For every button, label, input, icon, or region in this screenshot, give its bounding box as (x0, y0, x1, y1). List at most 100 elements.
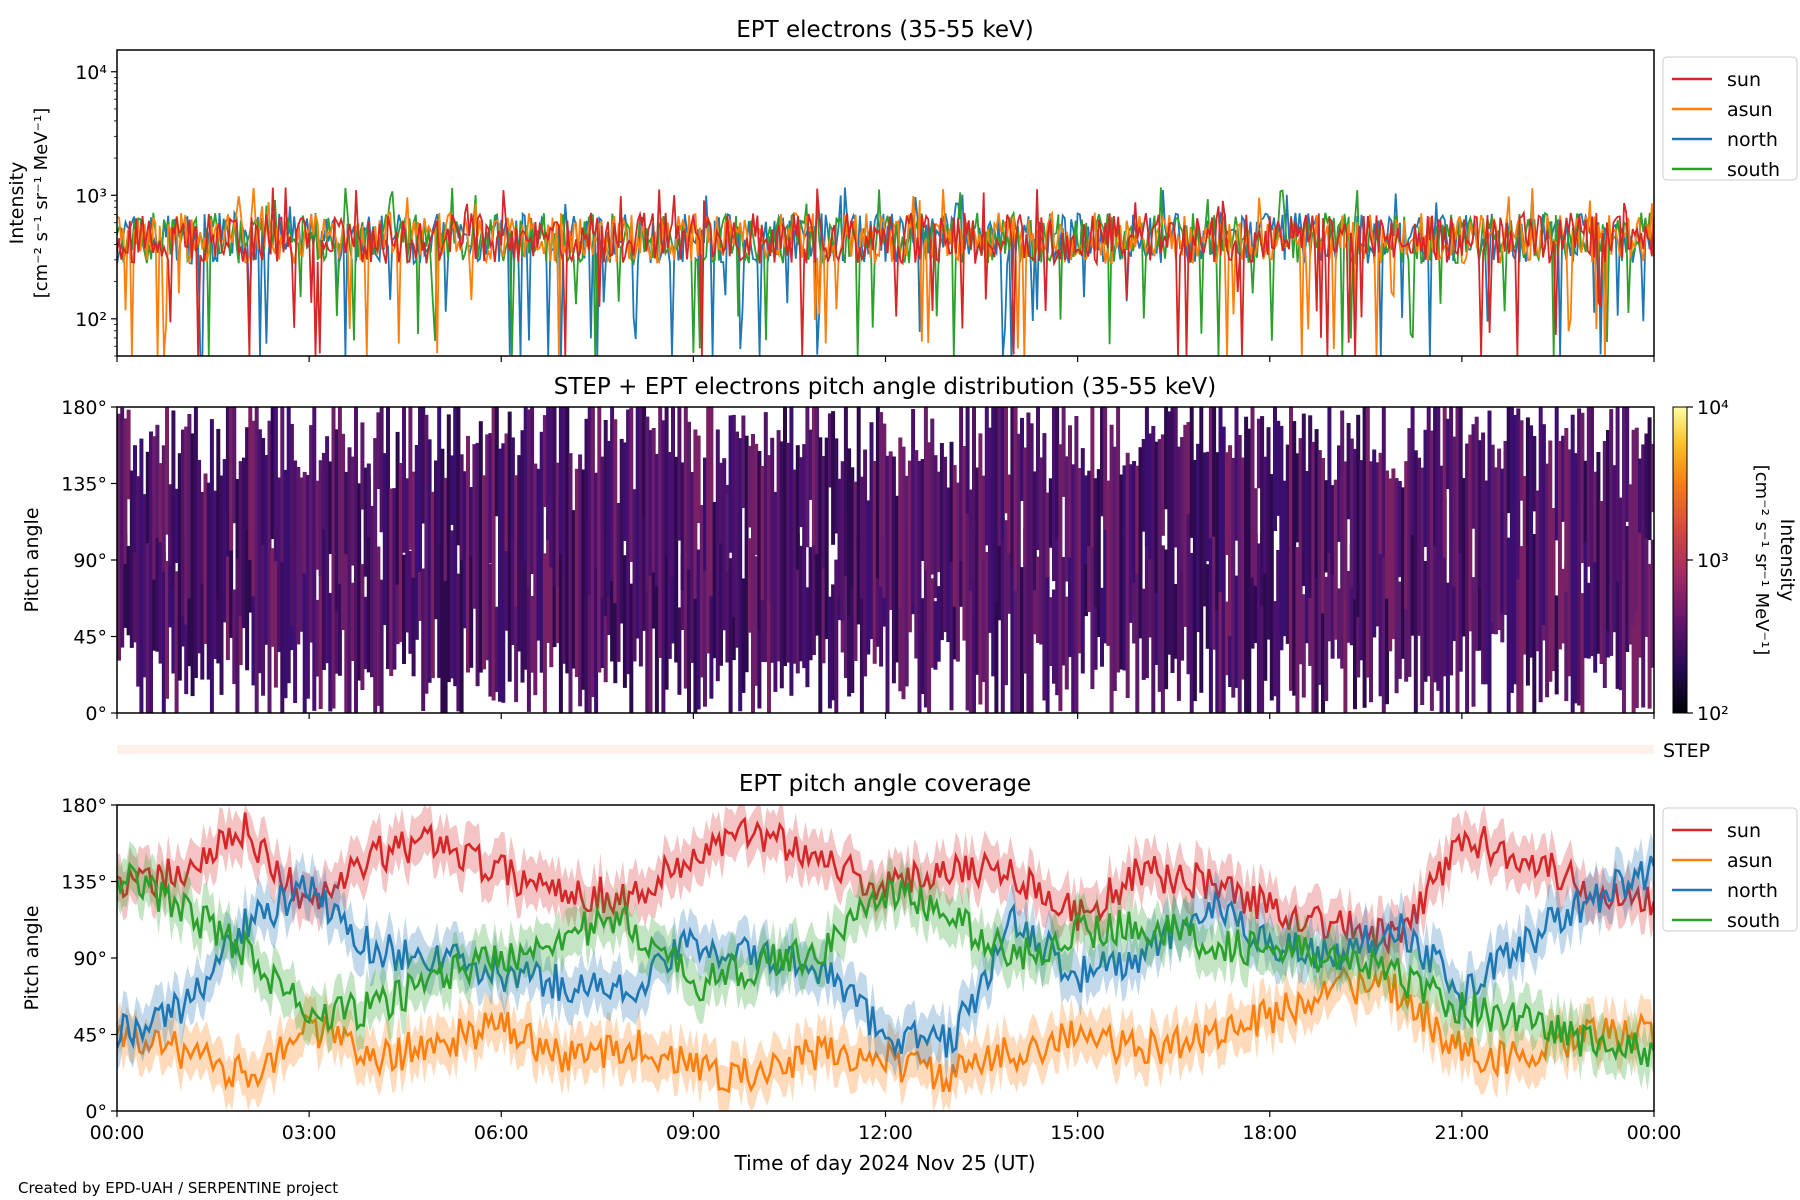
heatmap-cell (229, 512, 234, 638)
heatmap-cell (1237, 435, 1242, 713)
heatmap-cell (1311, 441, 1316, 713)
legend-label-asun: asun (1727, 99, 1773, 121)
heatmap-cell (1349, 544, 1354, 646)
heatmap-cell (450, 455, 454, 525)
heatmap-cell (997, 528, 1002, 621)
heatmap-cell (1618, 497, 1623, 691)
heatmap-cell (558, 407, 563, 554)
heatmap-cell (485, 434, 490, 661)
heatmap-cell (510, 511, 515, 645)
heatmap-cell (315, 599, 320, 677)
heatmap-cell (680, 554, 685, 630)
heatmap-cell (1346, 570, 1351, 643)
heatmap-cell (379, 407, 384, 533)
heatmap-cell (517, 455, 522, 652)
heatmap-cell (1513, 414, 1518, 685)
heatmap-cell (1625, 526, 1630, 652)
heatmap-cell (1458, 407, 1463, 554)
x-tick-label: 21:00 (1434, 1122, 1489, 1144)
heatmap-cell (747, 445, 752, 528)
heatmap-cell (619, 438, 624, 624)
heatmap-cell (712, 502, 717, 659)
heatmap-cell (462, 471, 467, 629)
heatmap-cell (1644, 520, 1649, 637)
heatmap-cell (1061, 407, 1066, 497)
heatmap-cell (1333, 479, 1338, 640)
heatmap-cell (1154, 529, 1159, 665)
heatmap-cell (386, 407, 390, 670)
heatmap-cell (600, 456, 605, 598)
heatmap-cell (930, 418, 935, 575)
heatmap-cell (565, 407, 570, 674)
heatmap-cell (1327, 407, 1332, 553)
heatmap-cell (1308, 573, 1313, 666)
heatmap-cell (1529, 425, 1534, 658)
heatmap-cell (978, 433, 983, 705)
heatmap-cell (706, 407, 711, 654)
heatmap-cell (437, 517, 442, 678)
heatmap-cell (229, 407, 234, 551)
heatmap-cell (1090, 407, 1095, 547)
heatmap-cell (472, 444, 477, 609)
heatmap-cell (972, 532, 976, 713)
heatmap-cell (1493, 467, 1498, 635)
heatmap-cell (1071, 464, 1076, 713)
heatmap-cell (424, 414, 429, 694)
heatmap-cell (927, 442, 932, 637)
heatmap-cell (1503, 440, 1508, 615)
heatmap-cell (1314, 429, 1319, 578)
heatmap-cell (747, 538, 752, 633)
heatmap-cell (696, 549, 701, 710)
heatmap-cell (478, 421, 483, 673)
heatmap-cell (1144, 500, 1149, 679)
panel2-y-ticks: 0° 45° 90° 135° 180° (61, 397, 117, 725)
heatmap-cell (459, 530, 464, 713)
heatmap-cell (1250, 535, 1255, 649)
heatmap-cell (763, 412, 768, 663)
heatmap-cell (126, 545, 131, 636)
colorbar-unit: [cm⁻² s⁻¹ sr⁻¹ MeV⁻¹] (1751, 465, 1772, 656)
heatmap-cell (1554, 595, 1559, 695)
heatmap-cell (1423, 429, 1428, 547)
heatmap-cell (321, 452, 326, 530)
heatmap-cell (261, 502, 266, 696)
heatmap-cell (1128, 464, 1133, 623)
heatmap-cell (642, 407, 647, 517)
heatmap-cell (744, 435, 749, 673)
heatmap-cell (1186, 422, 1191, 515)
x-tick-label: 09:00 (666, 1122, 721, 1144)
heatmap-cell (1541, 424, 1546, 625)
heatmap-cell (1343, 591, 1348, 713)
heatmap-cell (354, 407, 358, 582)
heatmap-cell (1266, 427, 1271, 640)
heatmap-cell (1471, 424, 1476, 529)
heatmap-cell (687, 542, 691, 713)
heatmap-cell (562, 532, 567, 664)
heatmap-cell (277, 477, 282, 653)
heatmap-cell (434, 460, 438, 620)
heatmap-cell (1477, 440, 1482, 589)
heatmap-cell (645, 585, 650, 713)
heatmap-cell (1160, 545, 1165, 713)
heatmap-cell (805, 407, 810, 548)
series-line-south (117, 187, 1654, 356)
heatmap-cell (1324, 480, 1329, 573)
heatmap-cell (1231, 457, 1236, 698)
heatmap-cell (1042, 433, 1047, 701)
heatmap-cell (975, 467, 980, 619)
heatmap-cell (1173, 407, 1178, 548)
heatmap-cell (120, 407, 125, 648)
heatmap-cell (562, 407, 567, 576)
x-axis-label: Time of day 2024 Nov 25 (UT) (734, 1151, 1036, 1175)
colorbar-ticks: 10² 10³ 10⁴ (1687, 397, 1729, 725)
heatmap-cell (1362, 407, 1367, 570)
heatmap-cell (1449, 407, 1454, 676)
heatmap-cell (501, 443, 506, 703)
heatmap-cell (526, 521, 531, 712)
y-tick-label: 10³ (75, 185, 107, 207)
heatmap-cell (779, 441, 784, 689)
heatmap-cell (1224, 452, 1229, 555)
heatmap-cell (1189, 407, 1194, 538)
heatmap-cell (1557, 440, 1562, 650)
heatmap-cell (1004, 407, 1008, 514)
